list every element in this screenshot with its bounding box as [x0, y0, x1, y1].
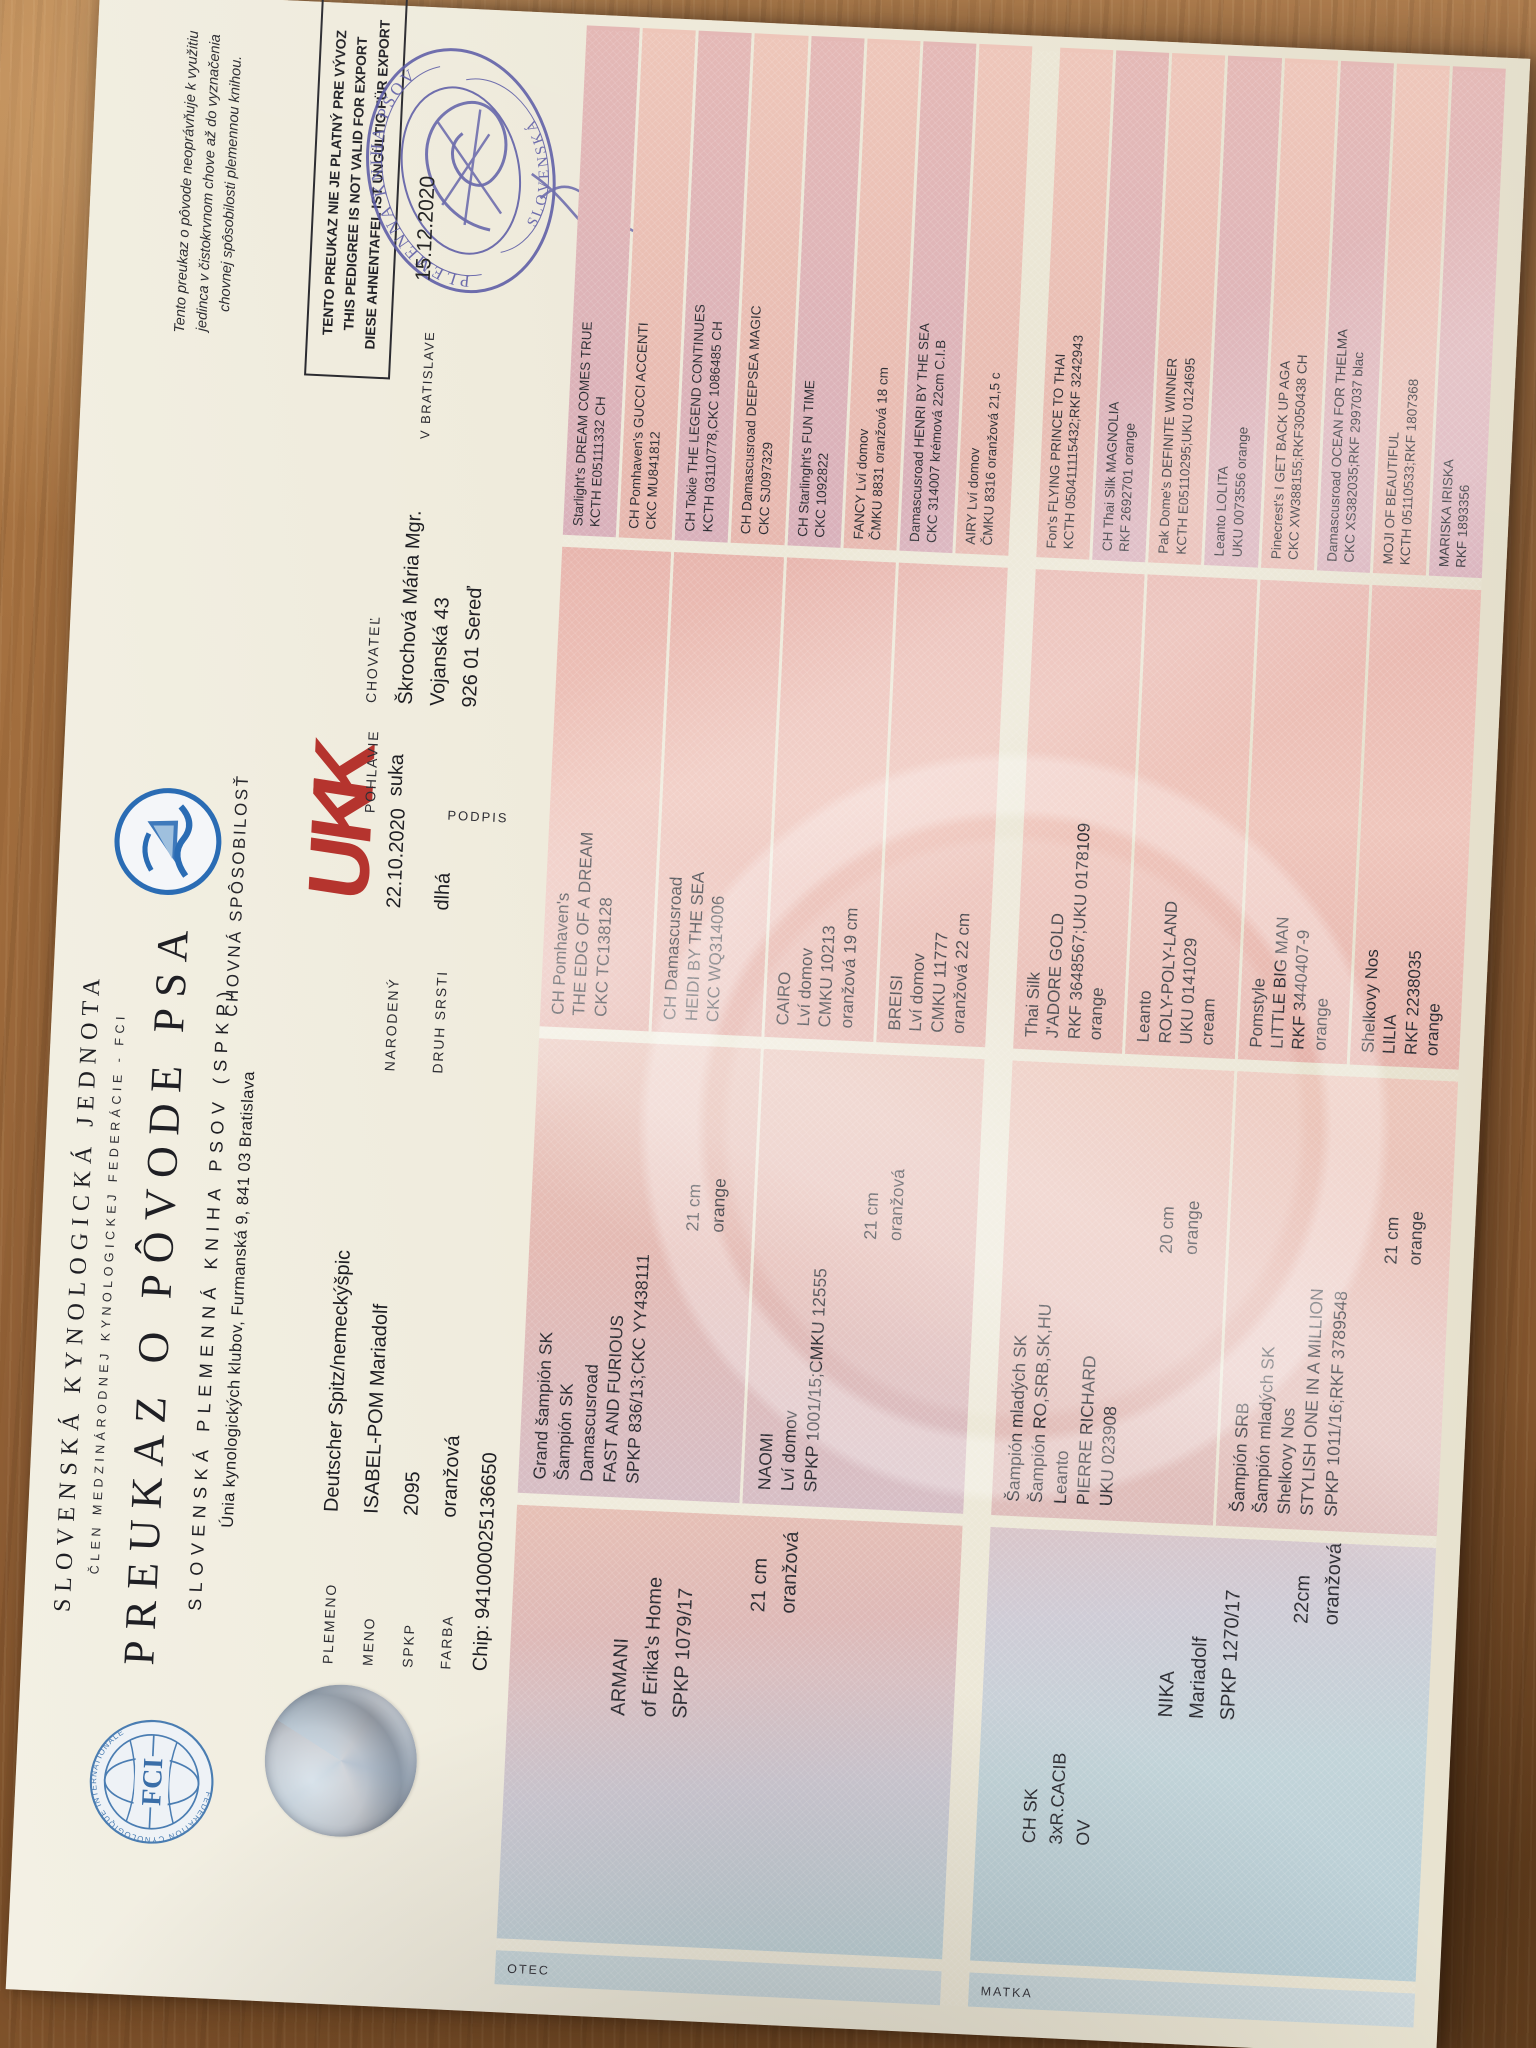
sex-value: suka: [384, 753, 409, 797]
dam-label: MATKA: [980, 1984, 1034, 2001]
sire-grandsire-cell: Grand šampión SK Šampión SK Damascusroad…: [517, 1037, 761, 1503]
chip-number: Chip: 941000025136650: [469, 1451, 502, 1672]
great-grandparent-cell: CAIRO Lví domov CMKU 10213 oranžová 19 c…: [763, 557, 896, 1042]
hologram-sticker: [261, 1681, 421, 1841]
svg-text:FCI: FCI: [135, 1757, 168, 1806]
sire-size: 21 cm: [747, 1557, 772, 1613]
generation-1-column: ARMANI of Erika's Home SPKP 1079/17 21 c…: [496, 1504, 1437, 1982]
sire-row-label-cell: OTEC: [494, 1950, 942, 2006]
issued-place-label: V BRATISLAVE: [417, 330, 438, 440]
born-date: 22.10.2020: [383, 807, 410, 909]
coat-type-value: dlhá: [430, 872, 455, 912]
breed-value: Deutscher Spitz/nemeckýšpic: [320, 1249, 355, 1513]
skj-logo-icon: [114, 788, 222, 895]
great-grandparent-cell: Shelkovy Nos LILIA RKF 2238035 orange: [1349, 584, 1482, 1070]
dam-color: oranžová: [1320, 1542, 1347, 1626]
great-grandparent-cell: Thai Silk J'ADORE GOLD RKF 3648567;UKU 0…: [1013, 568, 1145, 1054]
dam-row-label-cell: MATKA: [967, 1972, 1416, 2028]
dam-granddam-cell: Šampión SRB Šampión mladých SK Shelkovy …: [1215, 1070, 1459, 1536]
sire-cell: ARMANI of Erika's Home SPKP 1079/17 21 c…: [496, 1504, 963, 1960]
disclaimer-text: Tento preukaz o pôvode neoprávňuje k vyu…: [171, 30, 245, 334]
ukk-logo: UKK: [291, 732, 394, 898]
svg-text:K: K: [296, 732, 394, 809]
color-label: FARBA: [437, 1614, 456, 1670]
name-label: MENO: [359, 1616, 378, 1667]
breeder-street: Vojanská 43: [426, 596, 454, 707]
breeder-city: 926 01 Sereď: [458, 585, 487, 709]
document-header: SLOVENSKÁ KYNOLOGICKÁ JEDNOTA ČLEN MEDZI…: [47, 918, 266, 1670]
signature-label: PODPIS: [447, 807, 509, 826]
sire-color: oranžová: [777, 1530, 804, 1615]
breed-label: PLEMENO: [319, 1582, 340, 1665]
pedigree-table: OTEC MATKA ARMANI of Erika's Home SPKP 1…: [494, 25, 1506, 2028]
svg-text:K: K: [294, 774, 392, 851]
dam-grandsire-cell: Šampión mladých SK Šampión RO,SRB,SK,HU …: [991, 1060, 1234, 1526]
dam-size: 22cm: [1290, 1574, 1315, 1625]
pedigree-document: FCI FEDERATION CYNOLOGIQUE INTERNATIONAL…: [5, 0, 1531, 2048]
born-label: NARODENÝ: [381, 977, 402, 1072]
dam-cell: CH SK 3xR.CACIB OV NIKA Mariadolf SPKP 1…: [970, 1526, 1437, 1982]
name-value: ISABEL-POM Mariadolf: [360, 1303, 393, 1515]
sire-label: OTEC: [506, 1961, 551, 1978]
great-grandparent-cell: Pomstyle LITTLE BIG MAN RKF 3440407-9 or…: [1237, 579, 1370, 1065]
coat-type-label: DRUH SRSTI: [429, 969, 451, 1074]
spkp-number: 2095: [400, 1470, 425, 1517]
great-grandparent-cell: CH Pomhaven's THE EDG OF A DREAM CKC TC1…: [539, 546, 672, 1032]
generation-2-column: Grand šampión SK Šampión SK Damascusroad…: [517, 1037, 1459, 1536]
great-grandparent-cell: CH Damascusroad HEIDI BY THE SEA CKC WQ3…: [651, 551, 784, 1037]
svg-text:SLOVENSKÁ: SLOVENSKÁ: [504, 114, 564, 233]
issued-date: 15.12.2020: [411, 175, 440, 282]
color-value: oranžová: [438, 1434, 465, 1519]
spkp-label: SPKP: [399, 1622, 418, 1669]
sire-granddam-cell: NAOMI Lví domov SPKP 1001/15;CMKU 12555 …: [741, 1048, 985, 1514]
fci-logo-icon: FCI FEDERATION CYNOLOGIQUE INTERNATIONAL…: [86, 1719, 216, 1847]
generation-3-column: CH Pomhaven's THE EDG OF A DREAM CKC TC1…: [539, 546, 1482, 1070]
breeder-label: CHOVATEĽ: [362, 614, 383, 704]
great-grandparent-cell: BREISI Lví domov CMKU 11777 oranžová 22 …: [876, 562, 1008, 1047]
generation-4-column: Starlight's DREAM COMES TRUE KCTH E05111…: [562, 25, 1506, 578]
great-grandparent-cell: Leanto ROLY-POLY-LAND UKU 0141029 cream: [1125, 574, 1257, 1059]
svg-text:PLEMENNÁ KNIHA PSOV: PLEMENNÁ KNIHA PSOV: [347, 60, 474, 306]
breeder-name: Škrochová Mária Mgr.: [394, 509, 426, 706]
